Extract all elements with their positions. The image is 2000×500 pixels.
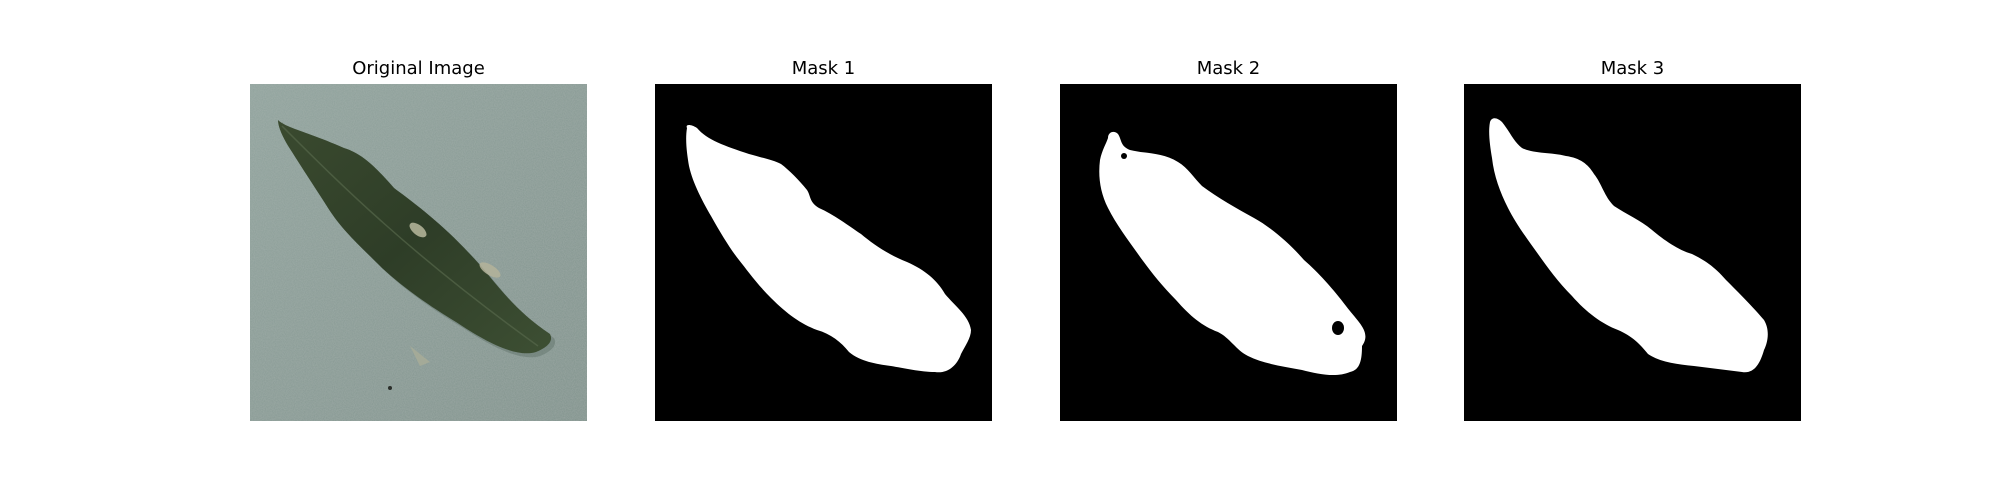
mask-3-image: [1464, 84, 1801, 421]
mask-hole: [1332, 321, 1344, 335]
panel-mask-3: Mask 3: [1464, 58, 1801, 421]
panel-title: Mask 3: [1600, 58, 1665, 79]
dark-speck: [388, 386, 392, 390]
mask-1-image: [655, 84, 992, 421]
mask-2-image: [1060, 84, 1397, 421]
leaf-patch: [479, 262, 501, 278]
original-leaf-image: [250, 84, 587, 421]
panel-original-image: Original Image: [250, 58, 587, 421]
leaf: [278, 120, 552, 354]
mask-speck: [1121, 153, 1127, 159]
mask-foreground: [1099, 131, 1366, 376]
leaf-edge-fragment: [410, 346, 430, 366]
leaf-patch: [409, 222, 427, 238]
panel-title: Mask 2: [1196, 58, 1261, 79]
panel-mask-2: Mask 2: [1060, 58, 1397, 421]
mask-foreground: [686, 125, 971, 373]
mask-foreground: [1489, 118, 1768, 373]
panel-mask-1: Mask 1: [655, 58, 992, 421]
panel-title: Original Image: [352, 58, 485, 79]
leaf-midrib: [281, 125, 539, 347]
panel-title: Mask 1: [791, 58, 856, 79]
